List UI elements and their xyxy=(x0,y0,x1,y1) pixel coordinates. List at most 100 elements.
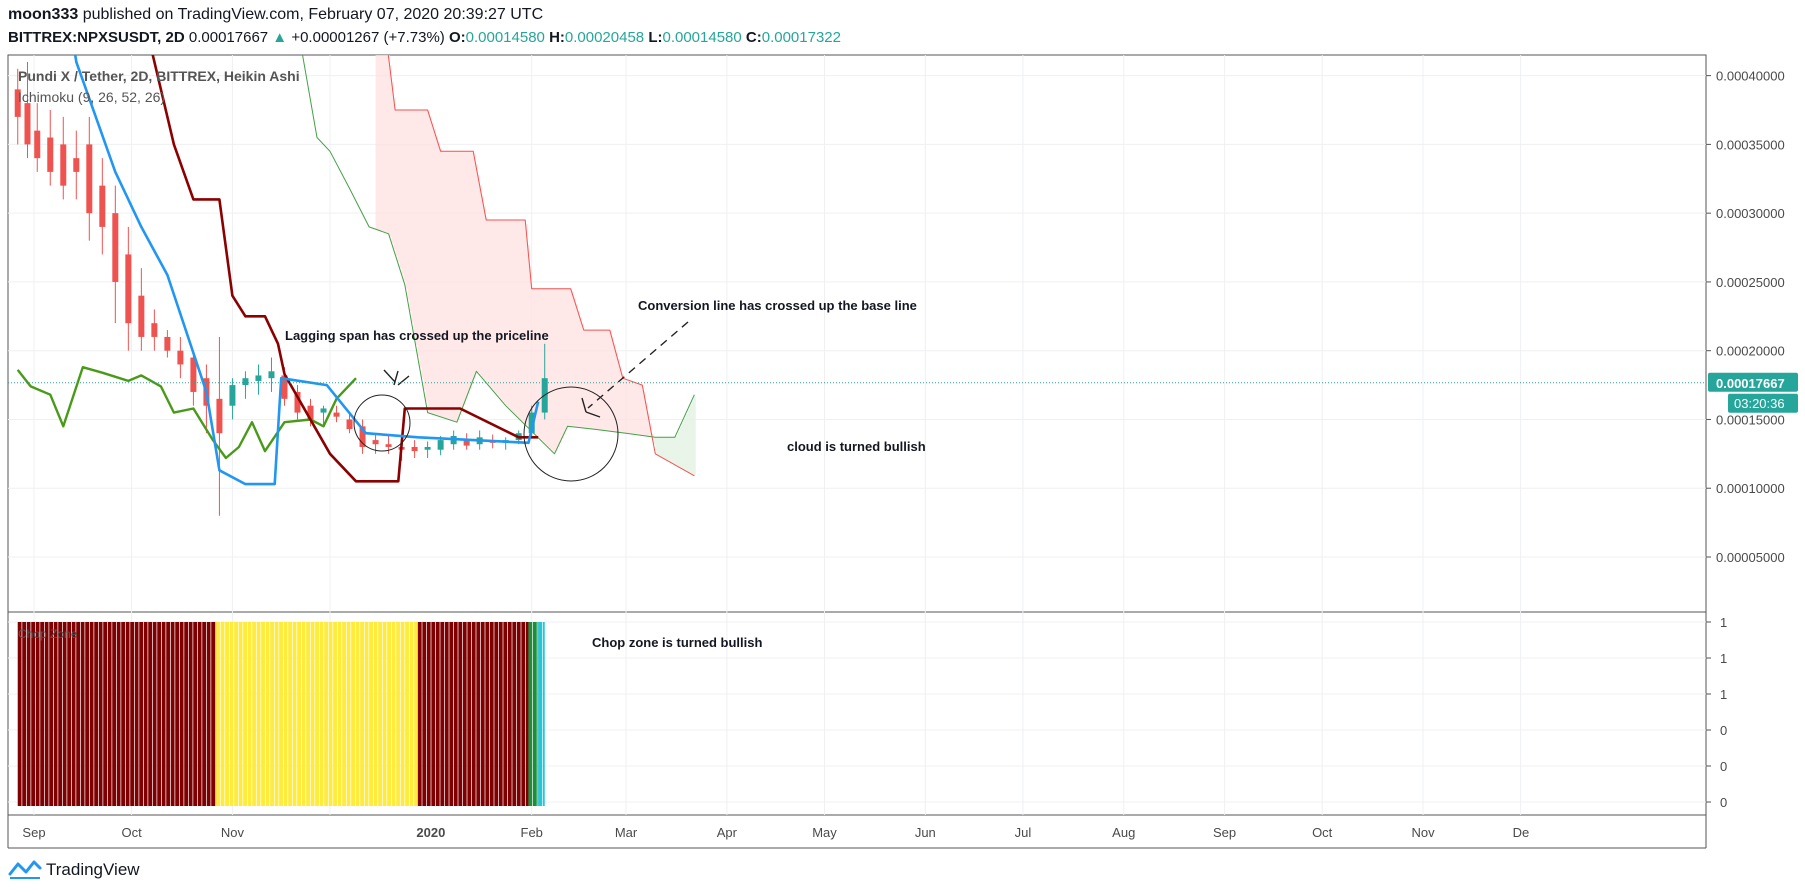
chop-bar xyxy=(26,622,31,806)
cloud-slice xyxy=(665,437,668,460)
last-price-badge xyxy=(1708,372,1798,392)
chop-bar xyxy=(414,622,418,806)
countdown-badge-text: 03:20:36 xyxy=(1734,396,1785,411)
x-tick-label: De xyxy=(1513,825,1530,840)
cloud-slice xyxy=(617,358,620,433)
chop-bar xyxy=(426,622,431,806)
conversion-line xyxy=(73,55,540,486)
cloud-slice xyxy=(607,330,610,431)
chop-bar xyxy=(462,622,467,806)
cloud-slice xyxy=(423,110,426,390)
chop-bar xyxy=(143,622,148,806)
chop-bar xyxy=(489,622,494,806)
last-price-badge-text: 0.00017667 xyxy=(1716,376,1785,391)
chop-zone-annotation: Chop zone is turned bullish xyxy=(592,635,763,650)
cloud-slice xyxy=(413,110,416,334)
chop-bar xyxy=(310,622,315,806)
cloud-slice xyxy=(645,402,648,436)
chop-bar xyxy=(22,622,27,806)
price-axis[interactable]: 0.00040000 0.00035000 0.00030000 0.00025000… xyxy=(1706,69,1785,565)
candle-body xyxy=(268,371,275,379)
cloud-slice xyxy=(539,288,542,440)
cloud-slice xyxy=(595,330,598,430)
cloud-slice xyxy=(591,330,594,429)
chop-bar xyxy=(76,622,81,806)
x-tick-label: Sep xyxy=(22,825,45,840)
candle-body xyxy=(437,440,444,450)
cloud-slice xyxy=(499,220,502,399)
candle xyxy=(346,412,353,434)
chop-zone-legend[interactable]: Chop Zone xyxy=(18,627,78,641)
cloud-slice xyxy=(391,81,394,244)
cloud-slice xyxy=(433,128,436,415)
candle xyxy=(242,371,249,399)
cloud-slice xyxy=(401,110,404,275)
chop-bar xyxy=(265,622,270,806)
cloud-slice xyxy=(445,151,448,419)
chop-bar xyxy=(234,622,238,806)
cloud-slice xyxy=(611,336,614,432)
cloud-slice xyxy=(471,151,474,384)
cloud-slice xyxy=(613,344,616,432)
chop-bar xyxy=(405,622,409,806)
cloud-slice xyxy=(577,310,580,428)
chop-bar xyxy=(453,622,458,806)
high-label: H: xyxy=(549,29,565,46)
candle-body xyxy=(190,357,197,392)
chop-bar xyxy=(71,622,76,806)
candle-body xyxy=(463,440,470,446)
cloud-slice xyxy=(447,151,450,420)
chop-bar xyxy=(270,622,274,806)
chop-axis[interactable]: 1 1 1 0 0 0 xyxy=(1706,615,1727,810)
cloud-slice xyxy=(563,288,566,435)
candle xyxy=(268,357,275,392)
chop-bar xyxy=(319,622,324,806)
y-tick-label: 0.00015000 xyxy=(1716,412,1785,427)
chop-bar xyxy=(103,622,108,806)
candle-body xyxy=(255,375,262,381)
cloud-slice xyxy=(589,330,592,429)
author-name[interactable]: moon333 xyxy=(8,6,79,23)
chop-bar xyxy=(53,622,58,806)
chop-bar xyxy=(220,622,225,806)
main-pane-frame xyxy=(7,54,1707,613)
chop-bar xyxy=(476,622,481,806)
chop-bar xyxy=(400,622,405,806)
tradingview-logo[interactable]: TradingView xyxy=(8,860,140,880)
cloud-slice xyxy=(495,220,498,394)
chop-bar xyxy=(528,622,533,806)
cloud-slice xyxy=(653,437,656,445)
cloud-slice xyxy=(461,151,464,411)
low-label: L: xyxy=(648,29,663,46)
candle-body xyxy=(216,398,223,434)
publish-info: moon333 published on TradingView.com, Fe… xyxy=(8,6,543,24)
cloud-slice xyxy=(647,412,650,437)
symbol-info: BITTREX:NPXSUSDT, 2D 0.00017667 ▲ +0.000… xyxy=(8,29,841,46)
cloud-slice xyxy=(507,220,510,408)
candle-body xyxy=(346,419,353,430)
candle-body xyxy=(359,426,366,447)
chop-bar xyxy=(391,622,396,806)
chop-tick-label: 1 xyxy=(1720,615,1727,630)
candle xyxy=(177,336,184,379)
cloud-slice xyxy=(545,288,548,446)
x-tick-label: Jul xyxy=(1015,825,1032,840)
candle xyxy=(14,68,21,145)
cloud-slice xyxy=(513,220,516,414)
chop-bar xyxy=(333,622,337,806)
chop-bar xyxy=(315,622,319,806)
indicator-legend[interactable]: Ichimoku (9, 26, 52, 26) xyxy=(18,89,165,105)
cloud-slice xyxy=(477,174,480,373)
candle-body xyxy=(164,336,171,351)
y-tick-label: 0.00030000 xyxy=(1716,206,1785,221)
cloud-slice xyxy=(465,151,468,400)
candle-body xyxy=(307,405,314,420)
time-axis[interactable]: Sep Oct Nov 2020 Feb Mar Apr May Jun Jul Aug Sep Oct… xyxy=(22,825,1529,840)
y-tick-label: 0.00035000 xyxy=(1716,137,1785,152)
chop-bar xyxy=(532,622,537,806)
cloud-slice xyxy=(535,288,538,436)
cloud-slice xyxy=(489,220,492,387)
chop-bar xyxy=(98,622,103,806)
chop-bar xyxy=(373,622,378,806)
